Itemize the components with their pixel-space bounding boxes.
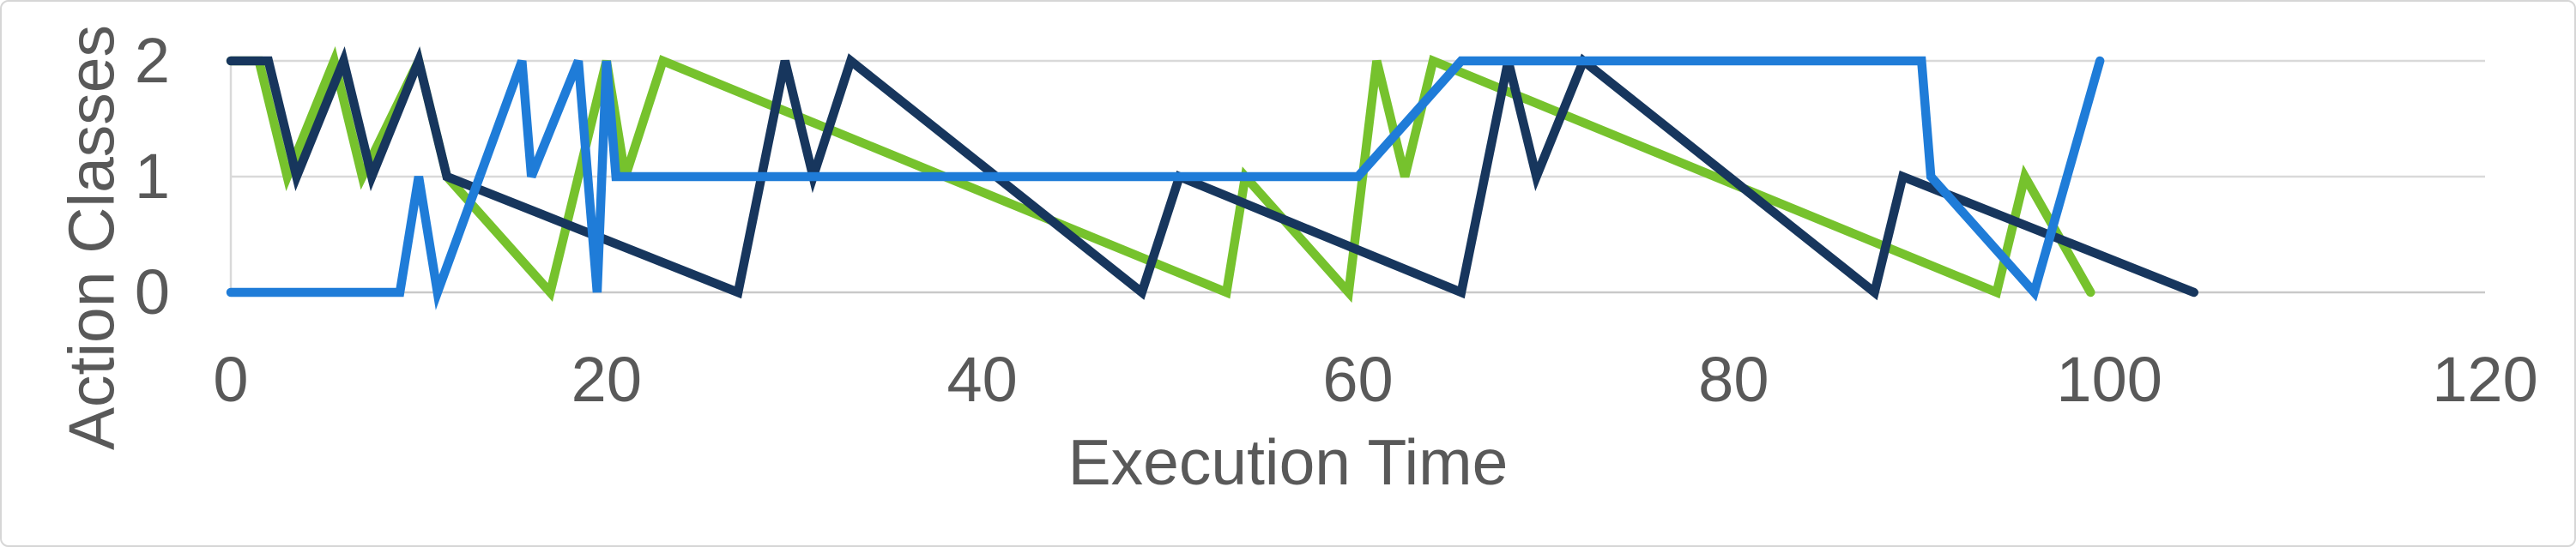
- x-tick-label: 20: [571, 344, 642, 415]
- y-tick-label: 2: [134, 25, 170, 96]
- x-tick-label: 40: [946, 344, 1018, 415]
- blue-series: [226, 56, 2105, 310]
- y-tick-label: 1: [134, 141, 170, 212]
- x-tick-label: 120: [2432, 344, 2538, 415]
- x-tick-label: 100: [2056, 344, 2162, 415]
- navy-series: [226, 45, 2198, 301]
- y-axis-title: Action Classes: [55, 24, 128, 451]
- x-tick-label: 0: [213, 344, 249, 415]
- x-axis-title: Execution Time: [1067, 426, 1509, 498]
- x-tick-label: 60: [1322, 344, 1394, 415]
- x-tick-label: 80: [1698, 344, 1769, 415]
- y-tick-label: 0: [134, 256, 170, 328]
